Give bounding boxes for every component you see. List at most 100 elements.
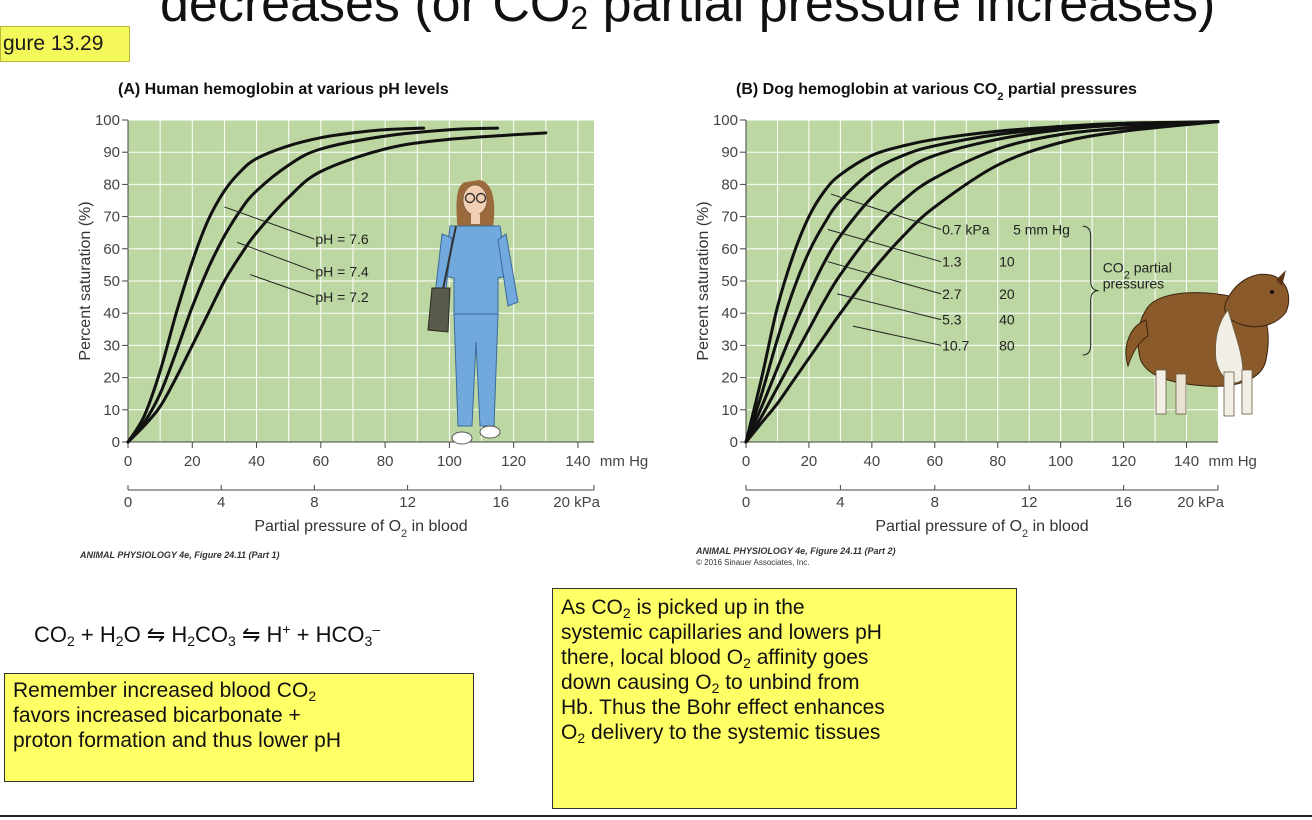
figure-credit: ANIMAL PHYSIOLOGY 4e, Figure 24.11 (Part… [79, 550, 280, 560]
leader-line [827, 261, 942, 295]
woman-right-shoe [479, 425, 501, 439]
legend-header-line2: pressures [1103, 276, 1164, 292]
curve-label: pH = 7.6 [315, 231, 369, 247]
leader-line [224, 206, 315, 240]
note-line: down causing O2 to unbind from [561, 671, 860, 696]
y-tick-label: 30 [103, 337, 120, 354]
kpa-tick-label: 20 kPa [1177, 494, 1224, 511]
chart-dog-hemoglobin: (B) Dog hemoglobin at various CO2 partia… [695, 81, 1290, 567]
note-line: systemic capillaries and lowers pH [561, 621, 882, 644]
curve-label: 2.7 [942, 286, 962, 302]
note-line: Remember increased blood CO2 [13, 679, 317, 704]
slide-title: decreases (or CO2 partial pressure incre… [160, 0, 1216, 36]
leader-line [837, 293, 942, 321]
curve-2 [744, 120, 1220, 444]
kpa-tick-label: 8 [310, 494, 318, 511]
grid [746, 119, 1218, 442]
dog-eye [1270, 290, 1274, 294]
kpa-tick-label: 4 [836, 494, 844, 511]
x-tick-label: 0 [742, 453, 750, 470]
curve-label-mmhg: 80 [999, 337, 1015, 353]
curve-label-mmhg: 20 [999, 286, 1015, 302]
y-tick-label: 60 [721, 241, 738, 258]
curve-label: 1.3 [942, 254, 962, 270]
y-tick-label: 20 [103, 370, 120, 387]
x-tick-label: 80 [989, 453, 1006, 470]
y-tick-label: 0 [730, 434, 738, 451]
chart-title: (B) Dog hemoglobin at various CO2 partia… [736, 81, 1137, 103]
curve-5 [744, 120, 1220, 444]
woman-left-shoe [451, 431, 473, 445]
y-tick-label: 40 [721, 305, 738, 322]
woman-neck [471, 214, 480, 224]
woman-right-arm [497, 233, 519, 307]
leader-line [237, 241, 315, 272]
x-unit-label: mm Hg [600, 453, 648, 470]
dog-tail [1125, 319, 1149, 368]
curve-1 [744, 120, 1220, 444]
bottom-divider [0, 815, 1312, 817]
glasses-icon [475, 192, 487, 204]
y-tick-label: 80 [103, 176, 120, 193]
curve-label-mmhg: 10 [999, 254, 1015, 270]
curve-4 [744, 120, 1220, 444]
note-bohr-effect: As CO2 is picked up in the systemic capi… [552, 588, 1017, 809]
curve-1 [126, 126, 426, 444]
x-tick-label: 120 [501, 453, 526, 470]
dog-illustration [1125, 270, 1290, 417]
dog-ear [1276, 270, 1286, 286]
note-line: proton formation and thus lower pH [13, 729, 342, 752]
curve-label-mmhg: 40 [999, 312, 1015, 328]
x-tick-label: 0 [124, 453, 132, 470]
kpa-tick-label: 16 [1115, 494, 1132, 511]
dog-leg [1223, 371, 1235, 417]
carbonic-acid-equation: CO2 + H2O ⇋ H2CO3 ⇋ H+ + HCO3– [34, 621, 381, 649]
y-tick-label: 50 [103, 273, 120, 290]
legend-header: CO2 partial [1103, 260, 1172, 282]
y-tick-label: 0 [112, 434, 120, 451]
x-tick-label: 20 [801, 453, 818, 470]
x-tick-label: 80 [377, 453, 394, 470]
dog-head [1224, 273, 1290, 328]
curve-label: 5.3 [942, 312, 962, 328]
y-tick-label: 10 [721, 402, 738, 419]
x-tick-label: 100 [1048, 453, 1073, 470]
y-tick-label: 70 [721, 209, 738, 226]
y-tick-label: 80 [721, 176, 738, 193]
y-tick-label: 100 [713, 112, 738, 129]
figure-copyright: © 2016 Sinauer Associates, Inc. [696, 558, 810, 567]
woman-illustration [427, 180, 519, 445]
figure-credit: ANIMAL PHYSIOLOGY 4e, Figure 24.11 (Part… [695, 546, 896, 556]
x-tick-label: 100 [437, 453, 462, 470]
x-tick-label: 40 [864, 453, 881, 470]
x-tick-label: 120 [1111, 453, 1136, 470]
note-line: As CO2 is picked up in the [561, 596, 805, 621]
leader-line [827, 228, 942, 263]
y-tick-label: 70 [103, 209, 120, 226]
curve-label: pH = 7.4 [315, 263, 369, 279]
curve-label: pH = 7.2 [315, 289, 369, 305]
note-line: there, local blood O2 affinity goes [561, 646, 869, 671]
kpa-tick-label: 4 [217, 494, 225, 511]
kpa-tick-label: 16 [492, 494, 509, 511]
curve-label-mmhg: 5 mm Hg [1013, 221, 1070, 237]
note-increased-co2: Remember increased blood CO2 favors incr… [4, 673, 474, 782]
y-tick-label: 20 [721, 370, 738, 387]
curve-label: 0.7 kPa [942, 221, 990, 237]
y-tick-label: 90 [721, 144, 738, 161]
x-axis-label: Partial pressure of O2 in blood [254, 518, 467, 540]
y-tick-label: 10 [103, 402, 120, 419]
y-tick-label: 100 [95, 112, 120, 129]
y-tick-label: 60 [103, 241, 120, 258]
bag-strap [441, 225, 457, 295]
kpa-tick-label: 0 [742, 494, 750, 511]
legend-brace [1082, 225, 1099, 356]
kpa-tick-label: 12 [399, 494, 416, 511]
leader-line [249, 274, 315, 298]
y-axis-label: Percent saturation (%) [77, 201, 94, 360]
curve-2 [126, 126, 500, 444]
x-tick-label: 140 [565, 453, 590, 470]
leader-line [830, 193, 942, 230]
kpa-tick-label: 0 [124, 494, 132, 511]
leader-line [852, 325, 942, 346]
